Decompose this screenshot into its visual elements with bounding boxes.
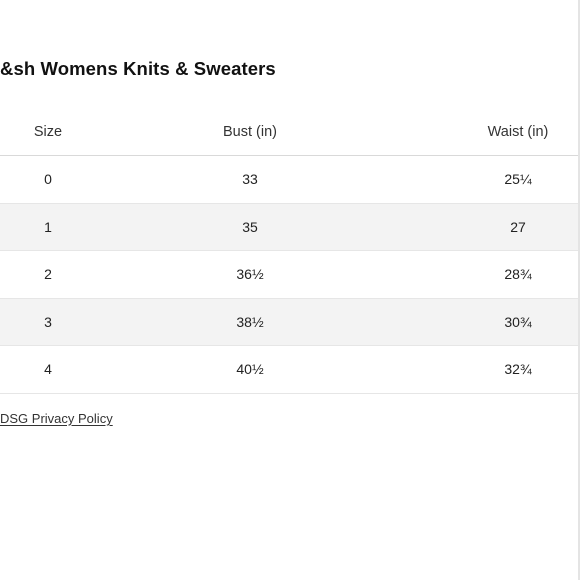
table-row: 2 36½ 28¾ xyxy=(0,251,578,299)
header-bust: Bust (in) xyxy=(223,123,277,140)
privacy-policy-link[interactable]: DSG Privacy Policy xyxy=(0,411,113,426)
cell-bust: 38½ xyxy=(236,313,264,330)
cell-size: 3 xyxy=(44,313,52,330)
table-row: 3 38½ 30¾ xyxy=(0,298,578,346)
cell-waist: 32¾ xyxy=(504,361,532,378)
right-edge-divider xyxy=(578,0,580,580)
cell-size: 0 xyxy=(44,171,52,188)
cell-waist: 25¼ xyxy=(504,171,532,188)
cell-bust: 40½ xyxy=(236,361,264,378)
table-row: 0 33 25¼ xyxy=(0,156,578,204)
cell-waist: 28¾ xyxy=(504,266,532,283)
cell-size: 1 xyxy=(44,218,52,235)
table-row: 1 35 27 xyxy=(0,203,578,251)
header-waist: Waist (in) xyxy=(487,123,549,140)
cell-size: 2 xyxy=(44,266,52,283)
cell-bust: 33 xyxy=(242,171,258,188)
page-title: &sh Womens Knits & Sweaters xyxy=(0,58,276,79)
cell-bust: 36½ xyxy=(236,266,264,283)
table-header-row: Size Bust (in) Waist (in) xyxy=(0,108,578,156)
table-row: 4 40½ 32¾ xyxy=(0,346,578,394)
header-size: Size xyxy=(33,123,63,140)
cell-waist: 27 xyxy=(510,218,526,235)
cell-waist: 30¾ xyxy=(504,313,532,330)
cell-size: 4 xyxy=(44,361,52,378)
cell-bust: 35 xyxy=(242,218,258,235)
size-chart-table: Size Bust (in) Waist (in) 0 33 25¼ 1 35 … xyxy=(0,108,578,394)
